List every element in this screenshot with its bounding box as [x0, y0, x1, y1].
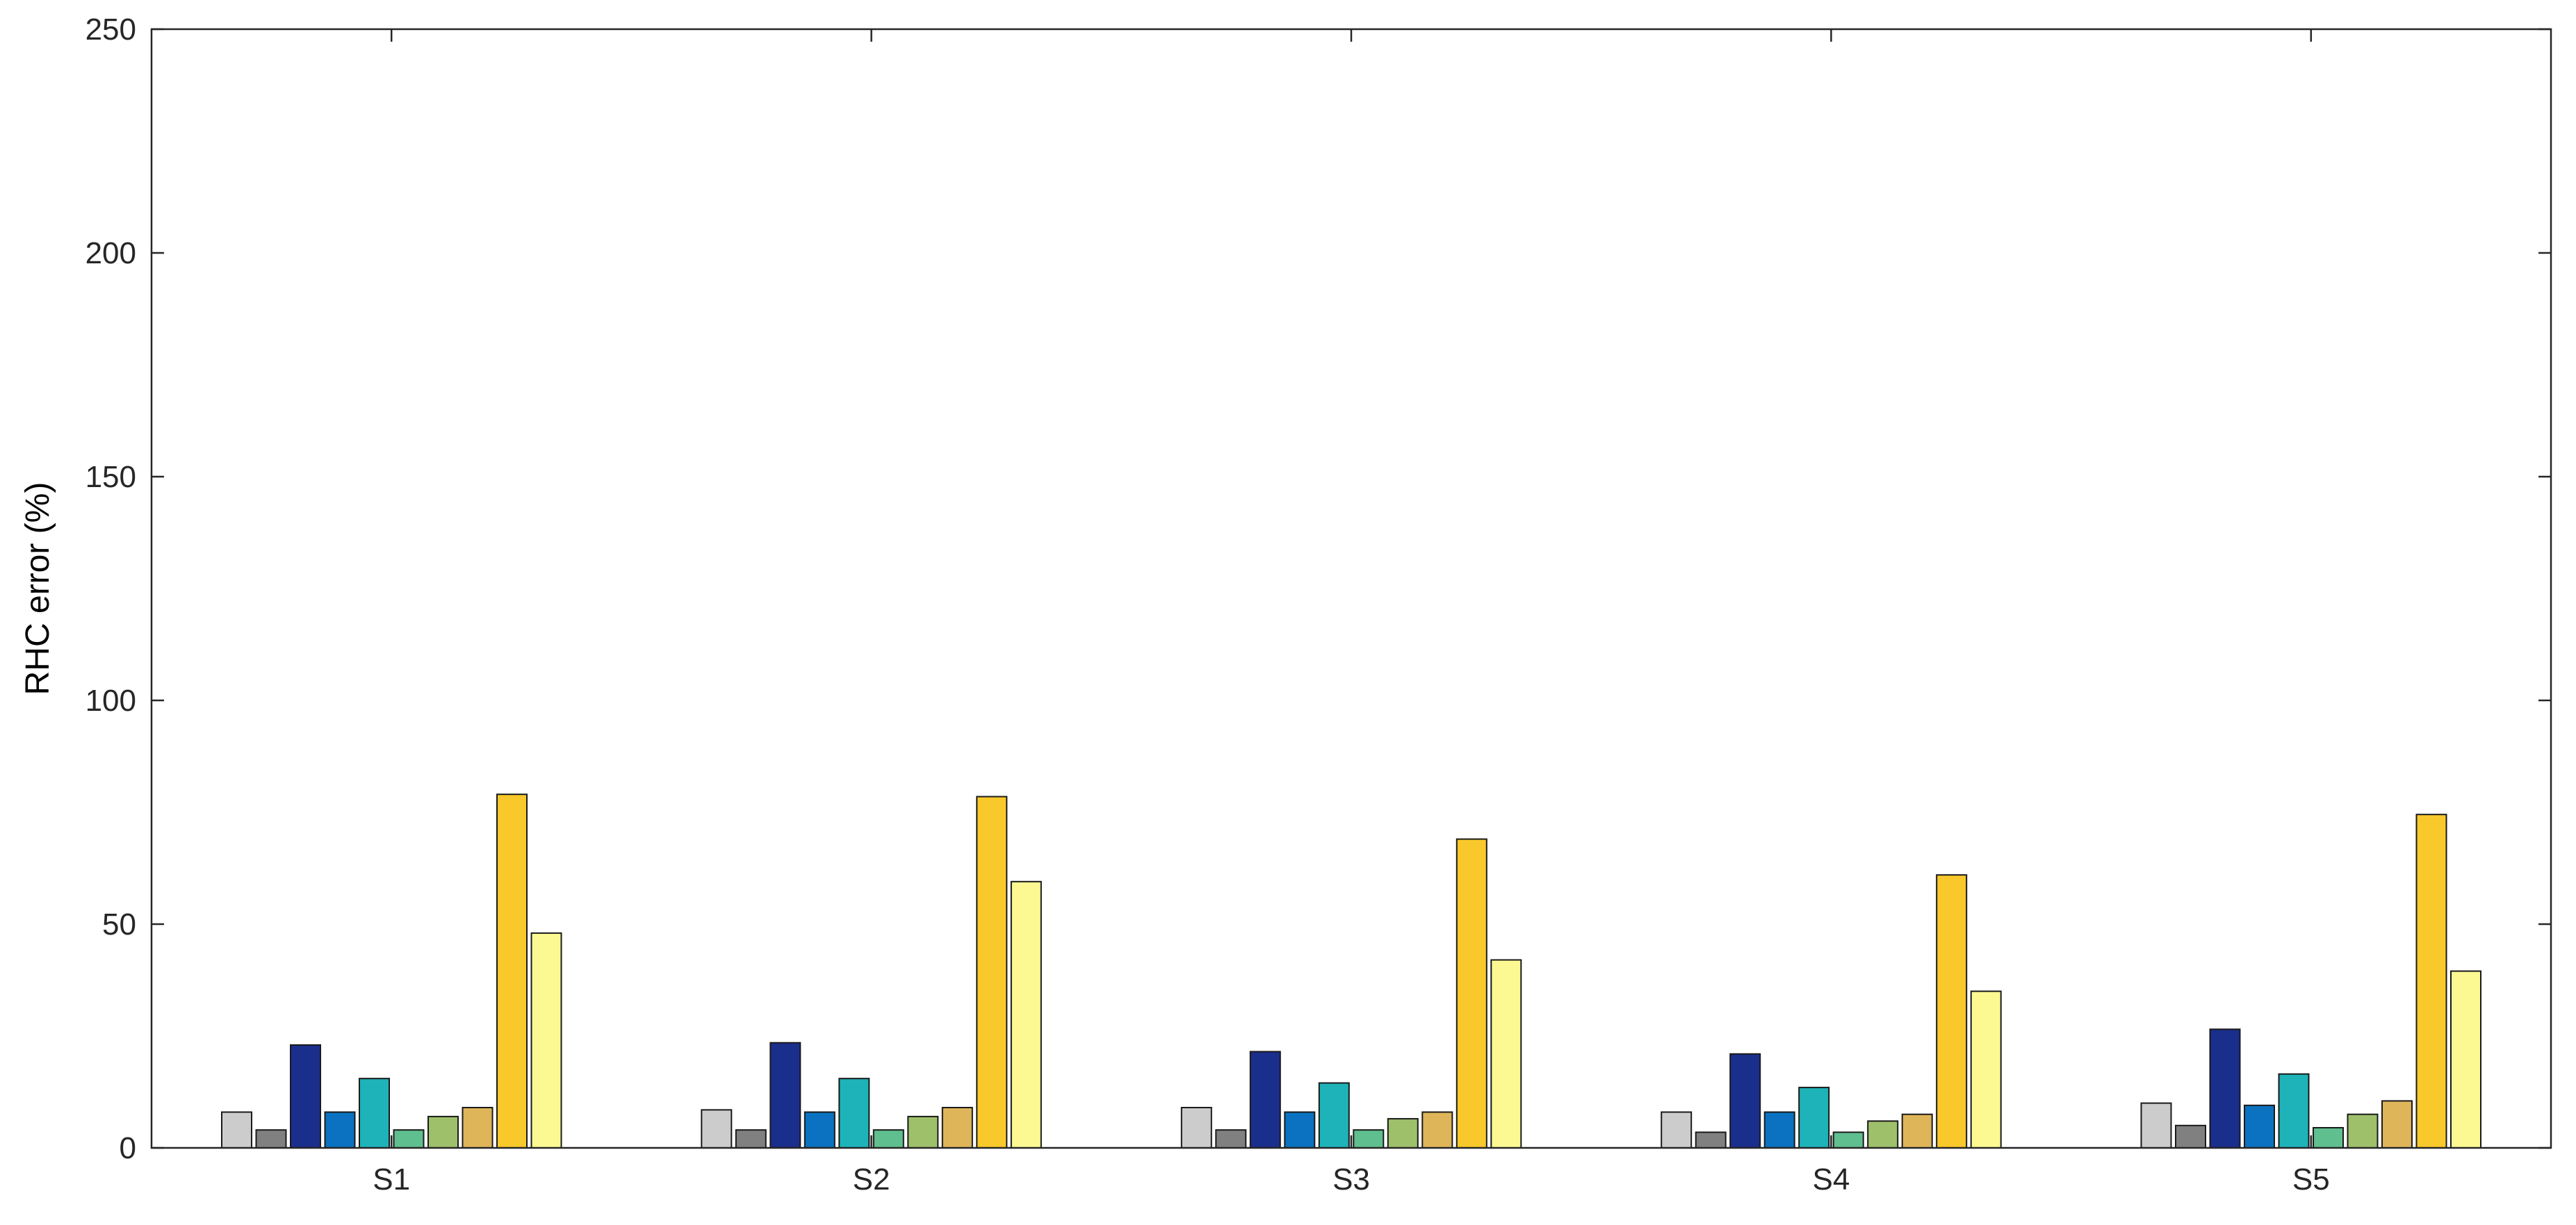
- bar: [804, 1111, 835, 1149]
- bar: [1249, 1051, 1281, 1149]
- bar: [359, 1078, 390, 1149]
- bar: [324, 1111, 356, 1149]
- bar: [1318, 1082, 1350, 1149]
- bar: [1936, 874, 1968, 1149]
- bar: [1970, 990, 2002, 1149]
- bar: [838, 1078, 870, 1149]
- bar: [2313, 1127, 2344, 1149]
- bar: [1456, 838, 1487, 1149]
- bar: [2244, 1104, 2275, 1149]
- bar: [1798, 1087, 1830, 1149]
- x-tick-label: S2: [853, 1162, 890, 1197]
- bar: [976, 796, 1008, 1149]
- bar: [1729, 1053, 1761, 1149]
- bar: [872, 1129, 904, 1149]
- bar: [530, 932, 562, 1149]
- bar: [2347, 1113, 2379, 1149]
- bar: [1661, 1111, 1693, 1149]
- bar: [427, 1115, 459, 1149]
- bar: [1284, 1111, 1316, 1149]
- bar: [2175, 1124, 2206, 1149]
- bar: [1387, 1118, 1419, 1149]
- bar: [1867, 1120, 1899, 1149]
- bar: [1180, 1107, 1212, 1149]
- bar: [496, 794, 528, 1149]
- y-tick-label: 100: [85, 684, 136, 718]
- bar: [1421, 1111, 1453, 1149]
- bar: [221, 1111, 252, 1149]
- bar: [2450, 970, 2481, 1149]
- bar: [1695, 1131, 1727, 1149]
- y-tick-label: 0: [120, 1131, 136, 1165]
- y-axis-title: RHC error (%): [19, 482, 56, 696]
- bar: [2209, 1028, 2241, 1149]
- bar: [735, 1129, 767, 1149]
- bar: [2415, 814, 2447, 1149]
- bar: [941, 1107, 973, 1149]
- bar: [1010, 880, 1042, 1149]
- bar: [769, 1042, 801, 1149]
- bar: [462, 1107, 494, 1149]
- y-tick-label: 150: [85, 460, 136, 494]
- bar: [2381, 1100, 2413, 1149]
- bar: [701, 1109, 733, 1149]
- bar: [1215, 1129, 1247, 1149]
- x-tick-label: S3: [1332, 1162, 1370, 1197]
- bar: [907, 1115, 939, 1149]
- bar: [1763, 1111, 1795, 1149]
- bar: [1353, 1129, 1385, 1149]
- y-tick-label: 50: [102, 907, 136, 942]
- y-tick-label: 250: [85, 13, 136, 47]
- x-tick-label: S1: [373, 1162, 410, 1197]
- bar: [1901, 1113, 1933, 1149]
- y-tick-label: 200: [85, 236, 136, 270]
- x-tick-label: S4: [1812, 1162, 1850, 1197]
- x-tick-label: S5: [2292, 1162, 2330, 1197]
- bar: [393, 1129, 425, 1149]
- bar: [1490, 959, 1522, 1149]
- bar: [2140, 1102, 2172, 1149]
- bar: [1832, 1131, 1864, 1149]
- bar: [2278, 1073, 2310, 1149]
- bar: [255, 1129, 287, 1149]
- bar: [290, 1044, 321, 1149]
